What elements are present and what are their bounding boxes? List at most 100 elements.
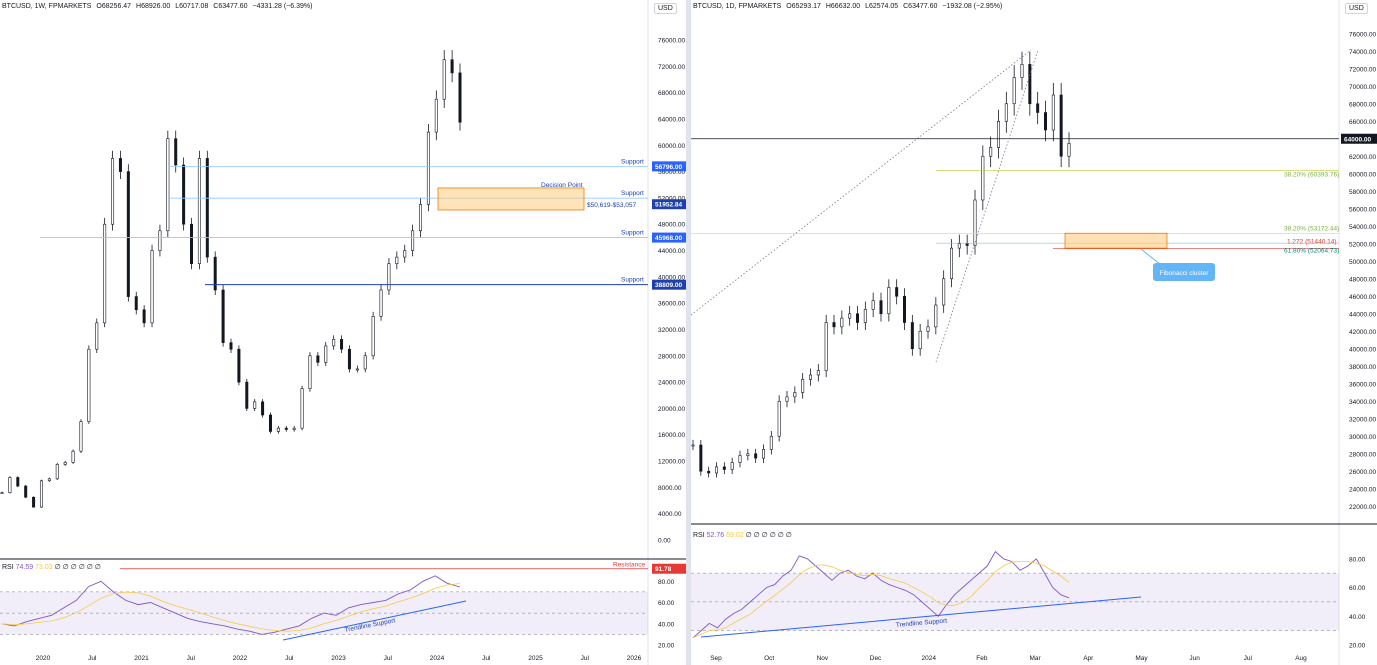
left-header: BTCUSD, 1W, FPMARKETS O68256.47 H68926.0… xyxy=(2,3,315,10)
candle-body xyxy=(1028,64,1032,105)
x-tick-label: Jul xyxy=(88,655,97,662)
candle-body xyxy=(707,470,711,474)
rsi-line xyxy=(692,550,1070,639)
y-tick-label: 60000.00 xyxy=(1349,171,1376,178)
candle-body xyxy=(245,381,249,409)
x-tick-label: Dec xyxy=(870,655,882,662)
candle-body xyxy=(1012,77,1016,105)
candle-body xyxy=(134,296,138,311)
change-value: −1932.08 (−2.95%) xyxy=(942,3,1003,10)
candle-body xyxy=(24,485,28,498)
candle-body xyxy=(253,401,257,409)
x-tick-label: Aug xyxy=(1295,655,1307,662)
open-value: O68256.47 xyxy=(96,3,132,10)
candle-body xyxy=(699,444,703,472)
candle-body xyxy=(832,322,836,328)
right-header: BTCUSD, 1D, FPMARKETS O65293.17 H66632.0… xyxy=(693,3,1005,10)
candle-body xyxy=(1020,64,1024,78)
rsi-value: 74.59 xyxy=(15,564,34,571)
candle-body xyxy=(324,345,328,363)
price-tag-label: 91.78 xyxy=(655,566,672,573)
candle-body xyxy=(691,444,695,447)
callout-pointer xyxy=(1140,248,1162,266)
x-tick-label: Sep xyxy=(710,655,722,662)
candle-body xyxy=(1067,143,1071,157)
candle-body xyxy=(419,204,423,232)
x-tick-label: May xyxy=(1135,655,1148,662)
candle-body xyxy=(426,131,430,205)
price-tag-label: 38809.00 xyxy=(655,282,682,289)
y-tick-label: 38000.00 xyxy=(1349,364,1376,371)
candle-body xyxy=(801,379,805,393)
candle-body xyxy=(387,263,391,291)
x-tick-label: Jul xyxy=(187,655,196,662)
x-tick-label: Jul xyxy=(384,655,393,662)
candle-body xyxy=(848,313,852,319)
candle-body xyxy=(190,223,194,264)
price-tag-label: 64000.00 xyxy=(1344,136,1371,143)
candle-body xyxy=(63,462,67,465)
candle-body xyxy=(989,147,993,157)
y-tick-label: 50000.00 xyxy=(1349,259,1376,266)
x-tick-label: 2024 xyxy=(921,655,936,662)
x-tick-label: Feb xyxy=(976,655,988,662)
rsi-label: RSI xyxy=(693,532,705,539)
candle-body xyxy=(142,309,146,324)
fib-label: 38.20% (53172.44) xyxy=(1284,225,1339,232)
candle-body xyxy=(126,171,130,297)
candle-body xyxy=(205,158,209,258)
candle-body xyxy=(738,455,742,463)
candle-body xyxy=(769,435,773,450)
candle-body xyxy=(213,256,217,291)
candle-body xyxy=(284,427,288,430)
y-tick-label: 52000.00 xyxy=(658,195,685,202)
y-tick-label: 44000.00 xyxy=(658,248,685,255)
candle-body xyxy=(1036,103,1040,113)
candle-body xyxy=(746,453,750,456)
price-tag-label: 45968.00 xyxy=(655,235,682,242)
candle-body xyxy=(111,158,115,225)
y-tick-label: 40000.00 xyxy=(658,274,685,281)
currency-button[interactable]: USD xyxy=(654,3,677,14)
open-value: O65293.17 xyxy=(786,3,821,10)
rsi-ma-line xyxy=(692,561,1070,639)
candle-body xyxy=(340,339,344,350)
y-tick-label: 12000.00 xyxy=(658,459,685,466)
y-tick-label: 28000.00 xyxy=(1349,451,1376,458)
symbol-label: BTCUSD, 1D, FPMARKETS xyxy=(693,3,782,10)
candle-body xyxy=(434,98,438,133)
currency-button[interactable]: USD xyxy=(1345,3,1368,14)
candle-body xyxy=(300,388,304,429)
candle-body xyxy=(316,355,320,363)
candle-body xyxy=(276,427,280,432)
y-tick-label: 8000.00 xyxy=(658,485,682,492)
left-chart-panel[interactable]: BTCUSD, 1W, FPMARKETS O68256.47 H68926.0… xyxy=(0,0,686,665)
support-label: Support xyxy=(621,158,644,165)
y-tick-label: 34000.00 xyxy=(1349,399,1376,406)
y-tick-label: 58000.00 xyxy=(1349,189,1376,196)
candle-body xyxy=(395,256,399,264)
support-label: Support xyxy=(621,277,644,284)
y-tick-label: 66000.00 xyxy=(1349,119,1376,126)
rsi-y-tick-label: 40.00 xyxy=(1349,614,1366,621)
candle-body xyxy=(442,59,446,100)
rsi-y-tick-label: 80.00 xyxy=(658,579,675,586)
rsi-value: 52.76 xyxy=(706,532,725,539)
candle-body xyxy=(871,300,875,310)
panel-divider[interactable] xyxy=(686,0,691,665)
resistance-label: Resistance xyxy=(613,562,646,569)
candle-body xyxy=(714,466,718,474)
y-tick-label: 32000.00 xyxy=(1349,416,1376,423)
y-tick-label: 72000.00 xyxy=(658,64,685,71)
left-rsi-header: RSI 74.59 73.03 ∅ ∅ ∅ ∅ ∅ ∅ xyxy=(2,563,101,571)
left-chart-svg[interactable]: 0.00 4000.00 8000.00 12000.00 16000.00 20000.… xyxy=(0,0,686,665)
right-chart-panel[interactable]: BTCUSD, 1D, FPMARKETS O65293.17 H66632.0… xyxy=(691,0,1377,665)
candle-body xyxy=(150,250,154,324)
candle-body xyxy=(39,480,43,508)
candle-body xyxy=(785,396,789,402)
price-tag-label: 51952.84 xyxy=(655,202,682,209)
rsi-label: RSI xyxy=(2,564,14,571)
x-tick-label: 2022 xyxy=(233,655,248,662)
y-tick-label: 76000.00 xyxy=(1349,31,1376,38)
right-chart-svg[interactable]: 22000.00 24000.00 26000.00 28000.00 30000.00… xyxy=(691,0,1377,665)
